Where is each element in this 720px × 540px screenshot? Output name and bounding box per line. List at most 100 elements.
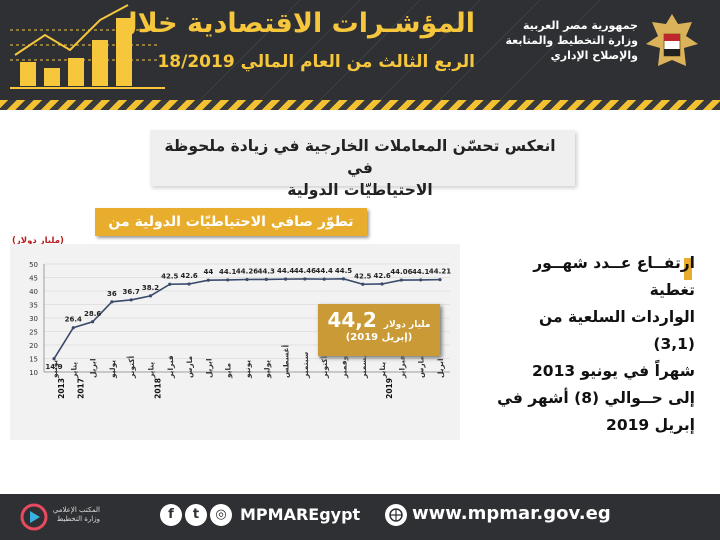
data-label: 42.6: [373, 272, 390, 280]
twitter-icon[interactable]: t: [185, 504, 207, 526]
headline-text: انعكس تحسّن المعاملات الخارجية في زيادة …: [155, 135, 565, 201]
x-tick-label: أكتوبر: [319, 356, 329, 379]
callout-date: (إبريل 2019): [345, 332, 413, 343]
data-point: [245, 277, 249, 282]
side-text-line: الواردات السلعية من (3,1): [539, 308, 695, 353]
header-stripe: [0, 100, 720, 110]
data-label: 44.4: [277, 267, 294, 275]
side-text: ارتفــاع عــدد شهــور تغطية الواردات الس…: [495, 250, 695, 439]
data-label: 44.1: [412, 268, 429, 276]
data-label: 44.3: [258, 267, 275, 275]
y-tick-label: 45: [29, 275, 38, 283]
y-tick-label: 35: [29, 302, 38, 310]
ministry-name: جمهورية مصر العربية وزارة التخطيط والمتا…: [506, 18, 638, 63]
data-label: 26.4: [65, 316, 82, 324]
callout-unit: مليار دولار: [383, 320, 431, 330]
side-text-line: ارتفــاع عــدد شهــور تغطية: [533, 254, 695, 299]
ministry-line: والإصلاح الإداري: [550, 49, 638, 62]
data-point: [322, 277, 326, 281]
data-label: 42.6: [180, 272, 197, 280]
data-point: [52, 357, 56, 361]
y-tick-label: 10: [29, 369, 38, 377]
page-subtitle: الربع الثالث من العام المالي 18/2019: [157, 52, 475, 72]
media-office-logo-icon: [20, 503, 48, 531]
footer: المكتب الإعلامي وزارة التخطيط f t ◎ MPMA…: [0, 494, 720, 540]
data-points: [52, 277, 442, 361]
ministry-line: وزارة التخطيط والمتابعة: [505, 34, 638, 47]
chart-title: تطوّر صافي الاحتياطيّات الدولية من النقد…: [95, 208, 367, 258]
x-tick-label: يناير: [378, 362, 387, 379]
callout-value: مليار دولار 44,2: [318, 308, 440, 332]
x-tick-label: مايو: [224, 363, 233, 379]
headline-line: انعكس تحسّن المعاملات الخارجية في زيادة …: [164, 137, 556, 177]
x-tick-label: ابريل: [436, 358, 445, 378]
side-text-line: إلى حــوالي (8) أشهر في: [497, 389, 695, 407]
data-point: [187, 282, 191, 286]
x-tick-label: يناير: [69, 362, 78, 379]
chart-unit-label: (مليار دولار): [12, 236, 64, 246]
data-point: [71, 326, 75, 330]
data-point: [91, 320, 95, 324]
data-label: 42.5: [161, 272, 178, 280]
social-handle[interactable]: MPMAREgypt: [240, 505, 361, 524]
data-label: 44.46: [294, 267, 316, 275]
data-point: [303, 277, 307, 281]
data-label: 36.7: [123, 288, 140, 296]
x-tick-label: ابريل: [204, 358, 213, 378]
ministry-line: جمهورية مصر العربية: [523, 19, 638, 32]
x-tick-label: مارس: [185, 356, 194, 378]
data-point: [399, 278, 403, 282]
x-tick-label: يناير: [147, 362, 156, 379]
side-text-line: شهراً في يونيو 2013: [532, 362, 695, 380]
x-year-label: 2013: [57, 378, 66, 399]
data-label: 44.21: [429, 268, 451, 276]
page-title: المؤشـرات الاقتصادية خلال: [114, 8, 475, 39]
data-label: 44.26: [236, 267, 258, 275]
y-tick-label: 15: [29, 356, 38, 364]
x-tick-label: فبراير: [166, 355, 175, 379]
y-tick-label: 40: [29, 288, 38, 296]
data-label: 44.4: [316, 267, 333, 275]
data-label: 36: [107, 290, 117, 298]
data-point: [129, 298, 133, 302]
x-year-label: 2017: [76, 378, 85, 399]
headline-box: انعكس تحسّن المعاملات الخارجية في زيادة …: [150, 130, 575, 199]
x-tick-label: نوفمبر: [340, 353, 349, 379]
website-link[interactable]: www.mpmar.gov.eg: [412, 503, 611, 524]
y-tick-label: 30: [29, 315, 38, 323]
data-point: [438, 278, 442, 282]
facebook-icon[interactable]: f: [160, 504, 182, 526]
header: المؤشـرات الاقتصادية خلال الربع الثالث م…: [0, 0, 720, 100]
data-label: 38.2: [142, 284, 159, 292]
callout-box: مليار دولار 44,2 (إبريل 2019): [318, 304, 440, 356]
data-point: [264, 277, 268, 281]
data-point: [361, 282, 365, 286]
header-decoration: [199, 0, 601, 100]
data-point: [419, 278, 423, 282]
y-axis: 10 15 20 25 30 35 40 45 50: [29, 261, 450, 377]
side-accent-bar: [684, 258, 692, 280]
x-year-label: 2019: [385, 378, 394, 399]
x-tick-label: يوليو: [108, 360, 117, 379]
data-label: 28.6: [84, 310, 101, 318]
data-point: [226, 278, 230, 282]
data-point: [284, 277, 288, 281]
data-point: [148, 294, 153, 298]
eagle-emblem-icon: [646, 14, 698, 66]
instagram-icon[interactable]: ◎: [210, 504, 232, 526]
x-tick-label: يوليو: [262, 360, 271, 379]
x-axis: يونيو يناير ابريل يوليو أكتوبر يناير فبراير مار…: [50, 345, 445, 399]
media-office-text: المكتب الإعلامي وزارة التخطيط: [52, 506, 100, 523]
data-point: [206, 278, 210, 282]
header-chart-icon: [10, 4, 165, 89]
globe-icon: [385, 504, 407, 526]
data-label: 44.5: [335, 267, 352, 275]
x-tick-label: أغسطس: [281, 345, 291, 378]
x-tick-label: يونيو: [243, 360, 252, 379]
data-point: [341, 277, 346, 281]
y-tick-label: 20: [29, 342, 38, 350]
data-point: [380, 282, 384, 286]
data-labels: 14.926.428.636 36.738.242.5 42.6 44 44.1 44.2…: [45, 267, 451, 371]
x-tick-label: يونيو: [50, 360, 59, 379]
side-text-line: إبريل 2019: [606, 416, 695, 434]
